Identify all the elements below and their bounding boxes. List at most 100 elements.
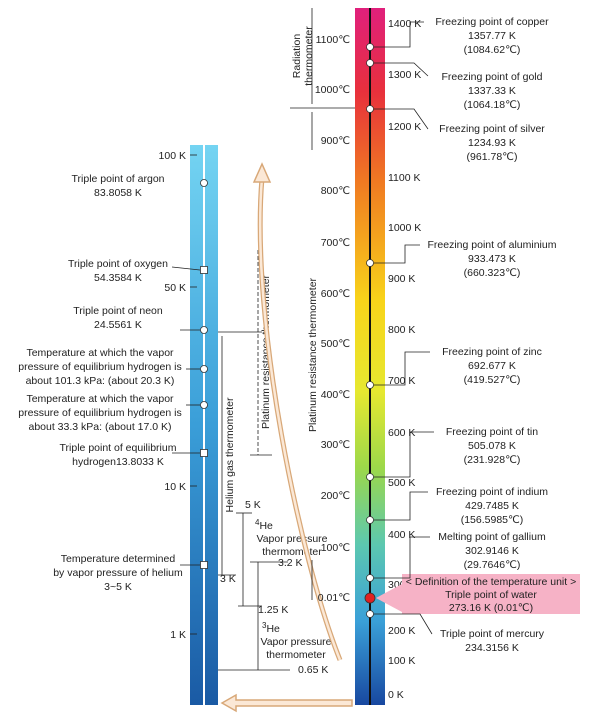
tick-label: 400℃ [321, 389, 350, 401]
point-label: about 33.3 kPa: (about 17.0 K) [28, 421, 171, 433]
right-leaders [374, 21, 434, 635]
range-label: thermometer [303, 26, 315, 86]
zoom-arrow-inner [258, 177, 342, 661]
tick-label: 600℃ [321, 288, 350, 300]
tick-label: 1100℃ [316, 34, 350, 46]
he3-label: 3He [262, 621, 280, 635]
point-label: pressure of equilibrium hydrogen is [18, 361, 181, 373]
tick-label: 900 K [388, 273, 415, 285]
point-label: (1084.62℃) [464, 44, 521, 56]
tick-label: 200℃ [321, 490, 350, 502]
point-label: 54.3584 K [94, 272, 142, 284]
point-label: Freezing point of copper [435, 16, 549, 28]
tick-label: 1300 K [388, 69, 421, 81]
tick-label: 200 K [388, 625, 415, 637]
left-point-labels: Triple point of argon 83.8058 K Triple p… [18, 173, 183, 593]
range-label: Platinum resistance thermometer [307, 277, 319, 432]
left-leaders [171, 266, 201, 566]
point-label: Triple point of argon [72, 173, 165, 185]
point-label: Melting point of gallium [438, 531, 546, 543]
point-label: Freezing point of indium [436, 486, 548, 498]
tick-label: 1200 K [388, 121, 421, 133]
point-label: Temperature determined [61, 553, 176, 565]
he4-label: 4He [255, 518, 273, 532]
limit-label: 3 K [220, 573, 236, 585]
bottom-arrow [220, 693, 353, 713]
limit-label: 1.25 K [258, 604, 288, 616]
point-label: Triple point of neon [73, 305, 163, 317]
point-label: 234.3156 K [465, 642, 519, 654]
definition-callout [402, 574, 580, 614]
point-label: (961.78℃) [467, 151, 518, 163]
tick-label: 1400 K [388, 18, 421, 30]
tick-label: 50 K [164, 282, 186, 294]
point-label: (660.323℃) [464, 267, 521, 279]
tick-label: 700℃ [321, 237, 350, 249]
label-line: He [259, 520, 273, 532]
tick-label: 600 K [388, 427, 415, 439]
right-point-labels: Freezing point of copper 1357.77 K (1084… [406, 16, 576, 654]
tick-label: 1000 K [388, 222, 421, 234]
tick-label: 0 K [388, 689, 404, 701]
right-range-lines [290, 8, 355, 600]
point-label: (231.928℃) [464, 454, 521, 466]
point-label: pressure of equilibrium hydrogen is [18, 407, 181, 419]
point-label: Triple point of mercury [440, 628, 545, 640]
zoom-arrow [257, 177, 343, 661]
tick-label: 1100 K [388, 172, 421, 184]
left-markers [200, 179, 208, 569]
point-label: hydrogen13.8033 K [72, 456, 164, 468]
superscript: 4 [255, 518, 260, 527]
he4-label: Vapor pressure [256, 533, 327, 545]
tick-label: 100 K [388, 655, 415, 667]
point-label: Temperature at which the vapor [26, 347, 174, 359]
celsius-ticks: 1100℃ 1000℃ 900℃ 800℃ 700℃ 600℃ 500℃ 400… [315, 34, 350, 604]
callout-heading: < Definition of the temperature unit > [406, 576, 576, 588]
he3-label: Vapor pressure [260, 636, 331, 648]
point-label: Triple point of water [445, 589, 537, 601]
limit-label: 3.2 K [278, 557, 303, 569]
point-label: Temperature at which the vapor [26, 393, 174, 405]
point-label: Freezing point of gold [442, 71, 543, 83]
he4-label: thermometer [262, 546, 322, 558]
tick-label: 1 K [170, 629, 186, 641]
point-label: Triple point of oxygen [68, 258, 168, 270]
point-label: Freezing point of silver [439, 123, 545, 135]
tick-label: 900℃ [321, 135, 350, 147]
range-label: Helium gas thermometer [224, 397, 236, 512]
limit-label: 5 K [245, 499, 261, 511]
left-range-lines [218, 250, 290, 671]
tick-label: 300℃ [321, 439, 350, 451]
tick-label: 500 K [388, 477, 415, 489]
arrow-head [252, 162, 272, 183]
point-label: (1064.18℃) [464, 99, 521, 111]
he3-label: thermometer [266, 649, 326, 661]
label-line: He [266, 623, 280, 635]
tick-label: 800℃ [321, 185, 350, 197]
tick-label: 100 K [159, 150, 186, 162]
tick-label: 100℃ [321, 542, 350, 554]
point-label: about 101.3 kPa: (about 20.3 K) [26, 375, 175, 387]
point-label: (29.7646℃) [464, 559, 521, 571]
point-label: 273.16 K (0.01℃) [449, 602, 533, 614]
limit-label: 0.65 K [298, 664, 328, 676]
point-label: Freezing point of tin [446, 426, 538, 438]
tick-label: 700 K [388, 375, 415, 387]
point-label: (419.527℃) [464, 374, 521, 386]
tick-label: 10 K [164, 481, 186, 493]
right-markers [364, 43, 376, 618]
callout-pointer [376, 584, 402, 612]
tick-label: 500℃ [321, 338, 350, 350]
point-label: 1234.93 K [468, 137, 516, 149]
left-ticks: 100 K 50 K 10 K 1 K [159, 150, 197, 641]
point-label: 505.078 K [468, 440, 516, 452]
range-label: Radiation [291, 34, 303, 79]
tick-label: 0.01℃ [318, 592, 350, 604]
point-label: Freezing point of zinc [442, 346, 542, 358]
point-label: by vapor pressure of helium [53, 567, 183, 579]
point-label: 302.9146 K [465, 545, 519, 557]
tick-label: 1000℃ [315, 84, 350, 96]
point-label: Triple point of equilibrium [60, 442, 177, 454]
point-label: 1357.77 K [468, 30, 516, 42]
point-label: 692.677 K [468, 360, 516, 372]
